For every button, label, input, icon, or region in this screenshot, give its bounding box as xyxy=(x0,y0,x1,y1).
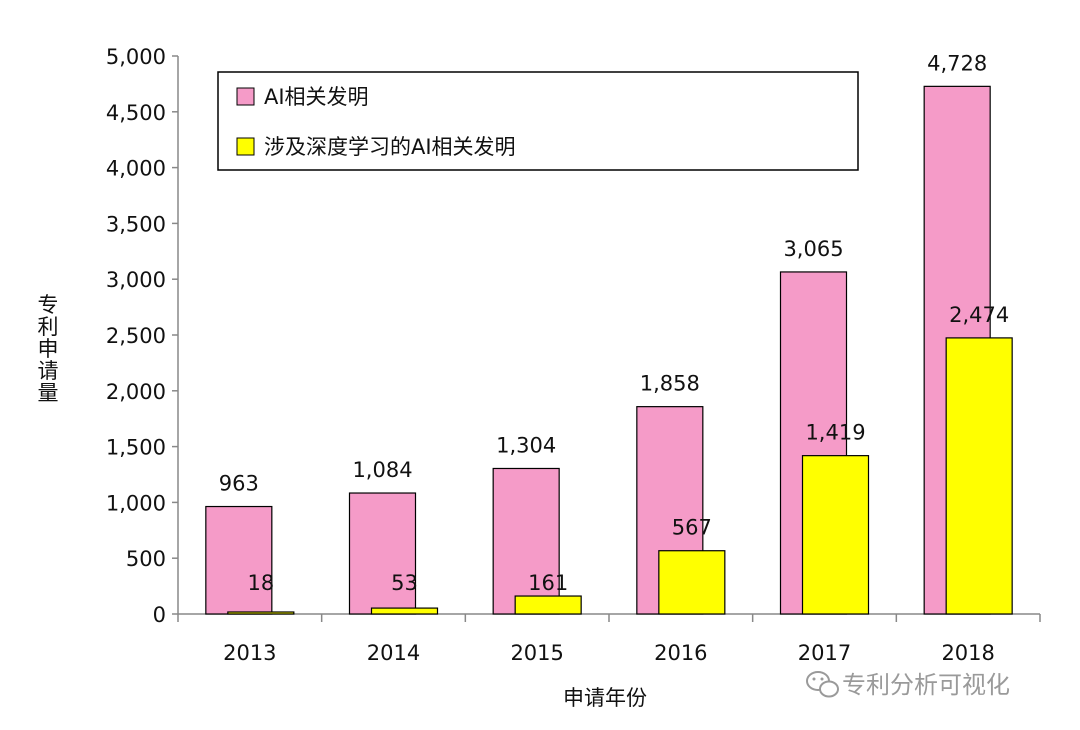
bar-ai-related xyxy=(348,492,417,615)
wechat-icon xyxy=(806,671,839,698)
data-label-deep-learning: 18 xyxy=(247,571,274,595)
data-label-ai-related: 963 xyxy=(219,472,259,496)
y-tick-label: 0 xyxy=(153,603,166,627)
data-label-deep-learning: 1,419 xyxy=(805,421,865,445)
y-tick-label: 1,500 xyxy=(106,436,166,460)
data-label-deep-learning: 2,474 xyxy=(949,303,1009,327)
x-tick-label: 2013 xyxy=(223,641,276,665)
bar-deep-learning xyxy=(658,550,726,615)
legend-label-ai: AI相关发明 xyxy=(264,85,369,109)
x-tick-label: 2016 xyxy=(654,641,707,665)
data-label-ai-related: 3,065 xyxy=(783,237,843,261)
legend: AI相关发明 涉及深度学习的AI相关发明 xyxy=(217,71,859,171)
data-labels: 963 18 1,084 53 1,304 161 1,858 567 3,065 1,419 4,… xyxy=(219,51,1009,595)
bar-deep-learning xyxy=(945,337,1013,615)
data-label-deep-learning: 161 xyxy=(528,571,568,595)
x-tick-label: 2017 xyxy=(798,641,851,665)
y-tick-label: 2,000 xyxy=(106,380,166,404)
y-tick-label: 3,500 xyxy=(106,212,166,236)
x-tick-label: 2014 xyxy=(367,641,420,665)
bars xyxy=(205,85,1013,615)
bar-deep-learning xyxy=(227,611,295,615)
data-label-ai-related: 1,304 xyxy=(496,433,556,457)
y-tick-label: 4,500 xyxy=(106,101,166,125)
x-tick-label: 2018 xyxy=(941,641,994,665)
bar-deep-learning xyxy=(801,455,870,615)
y-tick-label: 4,000 xyxy=(106,157,166,181)
y-tick-label: 5,000 xyxy=(106,45,166,69)
bar-ai-related xyxy=(205,505,273,615)
legend-swatch-ai xyxy=(236,87,255,106)
watermark-text: 专利分析可视化 xyxy=(842,671,1010,699)
watermark: 专利分析可视化 xyxy=(806,671,1010,699)
y-tick-label: 2,500 xyxy=(106,324,166,348)
data-label-ai-related: 1,858 xyxy=(640,372,700,396)
data-label-deep-learning: 53 xyxy=(391,571,418,595)
data-label-ai-related: 4,728 xyxy=(927,51,987,75)
legend-label-deep-learning: 涉及深度学习的AI相关发明 xyxy=(264,135,516,159)
data-label-deep-learning: 567 xyxy=(672,516,712,540)
y-axis-title: 专利申请量 xyxy=(38,293,59,405)
legend-swatch-deep-learning xyxy=(236,137,255,156)
y-tick-label: 1,000 xyxy=(106,491,166,515)
x-axis-title: 申请年份 xyxy=(563,686,647,710)
y-tick-label: 500 xyxy=(126,547,166,571)
axes: 0 500 1,000 1,500 2,000 2,500 3,000 3,500 4,000 4… xyxy=(106,45,1041,665)
bar-ai-related xyxy=(492,467,560,615)
bar-deep-learning xyxy=(514,595,582,615)
y-tick-label: 3,000 xyxy=(106,268,166,292)
bar-deep-learning xyxy=(370,607,439,615)
legend-box xyxy=(217,71,859,171)
x-tick-label: 2015 xyxy=(510,641,563,665)
data-label-ai-related: 1,084 xyxy=(352,458,412,482)
